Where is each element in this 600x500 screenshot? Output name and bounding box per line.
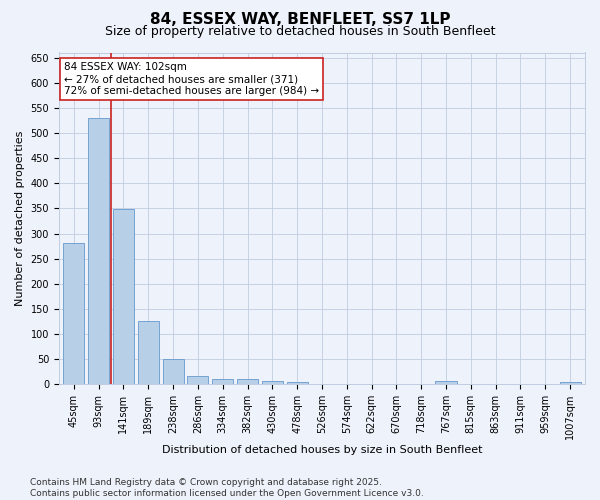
Bar [63,242,85,384]
X-axis label: Distribution of detached houses by size in South Benfleet: Distribution of detached houses by size … [162,445,482,455]
Bar [113,210,134,384]
Bar [137,322,159,384]
Bar [436,382,457,384]
Bar [212,380,233,384]
Y-axis label: Number of detached properties: Number of detached properties [15,130,25,306]
Text: Size of property relative to detached houses in South Benfleet: Size of property relative to detached ho… [105,25,495,38]
Bar [88,118,109,384]
Bar [262,381,283,384]
Bar [187,376,208,384]
Bar [287,382,308,384]
Bar [163,359,184,384]
Text: 84 ESSEX WAY: 102sqm
← 27% of detached houses are smaller (371)
72% of semi-deta: 84 ESSEX WAY: 102sqm ← 27% of detached h… [64,62,319,96]
Bar [560,382,581,384]
Text: Contains HM Land Registry data © Crown copyright and database right 2025.
Contai: Contains HM Land Registry data © Crown c… [30,478,424,498]
Bar [237,380,258,384]
Text: 84, ESSEX WAY, BENFLEET, SS7 1LP: 84, ESSEX WAY, BENFLEET, SS7 1LP [150,12,450,28]
